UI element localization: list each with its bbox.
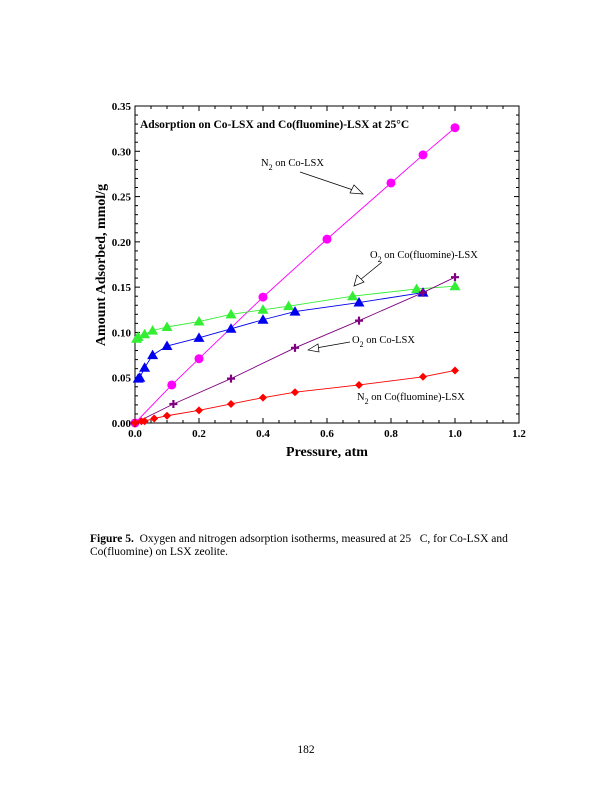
y-tick-label: 0.00	[112, 418, 132, 430]
data-point	[139, 328, 151, 339]
annotation-gas: N	[261, 158, 269, 169]
plot-frame	[134, 105, 520, 424]
data-point	[132, 331, 144, 341]
data-point	[258, 292, 268, 302]
x-tick-label: 1.0	[448, 428, 462, 440]
data-point	[167, 380, 177, 390]
data-point	[193, 332, 205, 342]
y-tick-label: 0.35	[112, 101, 132, 113]
y-tick-label: 0.15	[112, 282, 132, 294]
y-tick-label: 0.10	[112, 327, 132, 339]
figure-caption: Figure 5. Oxygen and nitrogen adsorption…	[90, 533, 530, 559]
data-point	[134, 372, 146, 382]
x-tick-label: 0.4	[256, 428, 270, 440]
y-tick-label: 0.05	[112, 373, 132, 385]
data-point	[195, 406, 203, 415]
y-tick-label: 0.20	[112, 237, 132, 249]
x-tick-label: 0.8	[384, 428, 398, 440]
x-tick-label: 1.2	[512, 428, 526, 440]
series-n2-on-co-lsx	[130, 123, 460, 428]
data-point	[289, 306, 301, 316]
data-point	[147, 349, 159, 360]
data-point	[139, 362, 151, 372]
data-point	[140, 417, 149, 426]
arrow-icon	[353, 274, 365, 287]
x-axis-label: Pressure, atm	[286, 445, 368, 460]
data-point	[225, 308, 237, 319]
data-point	[419, 288, 427, 297]
series-o2-on-co-lsx	[131, 273, 459, 427]
data-point	[411, 283, 423, 293]
data-point	[450, 123, 460, 133]
arrow-icon	[349, 184, 364, 195]
data-point	[257, 304, 269, 314]
data-point	[291, 388, 299, 397]
data-point	[161, 321, 173, 331]
data-point	[449, 280, 461, 291]
svg-text:N2 on Co-LSX: N2 on Co-LSX	[261, 158, 324, 172]
arrow-icon	[307, 343, 320, 353]
annotation-o2-cofluomine: O2 on Co(fluomine)-LSX	[353, 250, 478, 287]
data-point	[227, 374, 235, 383]
annotation-o2-co-lsx: O2 on Co-LSX	[307, 335, 415, 353]
x-tick-label: 0.2	[192, 428, 206, 440]
caption-text: Oxygen and nitrogen adsorption isotherms…	[90, 533, 511, 558]
data-point	[355, 380, 363, 389]
data-point	[419, 372, 427, 381]
chart-title: Adsorption on Co-LSX and Co(fluomine)-LS…	[140, 119, 409, 131]
x-tick-label: 0.6	[320, 428, 334, 440]
annotation-n2-co-lsx: N2 on Co-LSX	[261, 158, 364, 195]
y-tick-label: 0.30	[112, 146, 132, 158]
data-point	[163, 411, 171, 420]
data-point	[347, 290, 359, 301]
data-point	[257, 314, 269, 324]
data-point	[451, 273, 459, 282]
data-point	[150, 414, 159, 423]
data-point	[161, 340, 173, 351]
x-tick-label: 0.0	[128, 428, 142, 440]
svg-text:O2 on Co-LSX: O2 on Co-LSX	[352, 335, 415, 349]
data-point	[193, 316, 205, 326]
data-point	[386, 178, 396, 188]
y-axis-label: Amount Adsorbed, mmol/g	[94, 184, 109, 346]
annotation-n2-cofluomine: N2 on Co(fluomine)-LSX	[357, 392, 465, 406]
page-number: 182	[297, 744, 315, 756]
svg-text:O2 on Co(fluomine)-LSX: O2 on Co(fluomine)-LSX	[370, 250, 478, 264]
data-point	[147, 325, 159, 335]
data-point	[169, 399, 178, 408]
svg-text:N2 on Co(fluomine)-LSX: N2 on Co(fluomine)-LSX	[357, 392, 465, 406]
data-point	[131, 419, 139, 427]
series-line	[134, 127, 456, 424]
data-point	[259, 393, 267, 402]
data-point	[322, 234, 332, 244]
data-point	[283, 300, 295, 311]
series-o2-on-co-lsx-triangles-	[132, 287, 429, 383]
data-point	[353, 297, 365, 307]
data-point	[451, 366, 459, 375]
data-point	[194, 354, 204, 364]
data-point	[355, 316, 363, 325]
series-o2-on-co-fluomine-lsx	[131, 280, 461, 343]
y-tick-label: 0.25	[112, 192, 132, 204]
data-point	[418, 150, 428, 160]
data-point	[227, 399, 235, 408]
data-point	[225, 323, 237, 333]
data-point	[291, 343, 299, 352]
figure-label: Figure 5.	[90, 533, 134, 545]
series-n2-on-co-fluomine-lsx	[131, 366, 459, 427]
